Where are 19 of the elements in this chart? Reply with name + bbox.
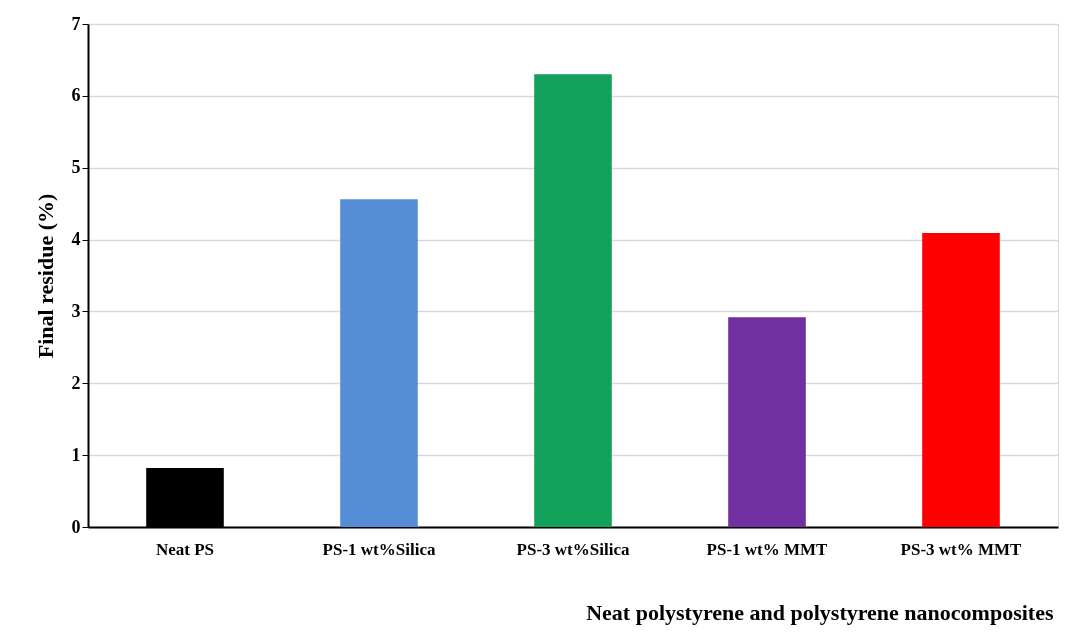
y-tick-label: 4 bbox=[71, 229, 81, 250]
y-tick-label: 0 bbox=[71, 516, 81, 537]
y-tick-label: 5 bbox=[71, 157, 81, 178]
bar bbox=[534, 74, 612, 527]
bar bbox=[728, 317, 806, 527]
y-tick-label: 7 bbox=[71, 13, 81, 34]
x-tick-label: PS-3 wt%Silica bbox=[516, 539, 630, 559]
y-tick-label: 2 bbox=[71, 372, 81, 393]
y-tick-label: 1 bbox=[71, 444, 81, 465]
y-tick-label: 6 bbox=[71, 85, 81, 106]
bar bbox=[340, 199, 418, 527]
x-tick-label: Neat PS bbox=[155, 539, 215, 559]
x-axis-title: Neat polystyrene and polystyrene nanocomposites bbox=[586, 599, 1054, 625]
y-tick-label: 3 bbox=[71, 300, 81, 321]
x-tick-label: PS-1 wt% MMT bbox=[706, 539, 829, 559]
bar bbox=[922, 233, 1000, 527]
y-axis-title: Final residue (%) bbox=[32, 193, 58, 359]
x-tick-label: PS-3 wt% MMT bbox=[900, 539, 1023, 559]
x-tick-label: PS-1 wt%Silica bbox=[322, 539, 436, 559]
